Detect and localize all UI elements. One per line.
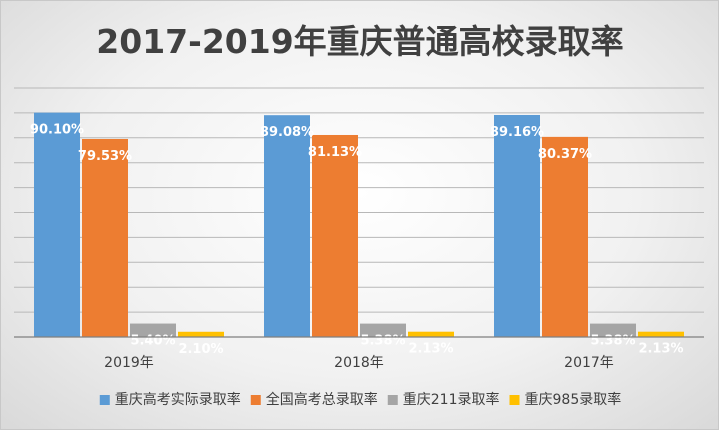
legend-label: 重庆211录取率 [403,391,500,408]
data-label: 5.38% [590,334,635,349]
legend-label: 重庆985录取率 [525,391,622,408]
bar [130,323,176,337]
legend-swatch [99,395,110,405]
legend-item: 重庆高考实际录取率 [99,391,241,408]
data-label: 81.13% [308,145,362,160]
legend-item: 重庆985录取率 [509,391,622,408]
bar [542,136,588,337]
legend-label: 重庆高考实际录取率 [115,391,241,408]
legend-swatch [387,395,398,405]
gridlines [14,87,704,313]
x-tick-label: 2017年 [564,355,614,371]
bar [178,331,224,337]
bar [264,115,310,338]
bar [638,331,684,337]
data-label: 2.10% [178,342,223,357]
bar [408,331,454,337]
legend-item: 全国高考总录取率 [250,391,378,408]
legend-swatch [250,395,261,405]
bars [34,112,684,338]
data-label: 80.37% [538,147,592,162]
bar [360,323,406,337]
data-label: 2.13% [638,342,683,357]
x-axis: 2019年 2018年 2017年 [14,336,704,371]
bar [494,114,540,337]
bar [34,112,80,337]
legend: 重庆高考实际录取率 全国高考总录取率 重庆211录取率 重庆985录取率 [99,391,622,408]
bar [82,138,128,337]
x-tick-label: 2019年 [104,355,154,371]
data-label: 2.13% [408,342,453,357]
data-label: 5.40% [130,334,175,349]
bar [590,323,636,337]
data-label: 89.08% [260,125,314,140]
data-label: 5.38% [360,334,405,349]
data-label: 89.16% [490,125,544,140]
legend-item: 重庆211录取率 [387,391,500,408]
x-tick-label: 2018年 [334,355,384,371]
chart-title: 2017-2019年重庆普通高校录取率 [96,22,623,61]
legend-swatch [509,395,520,405]
bar [312,134,358,337]
data-label: 90.10% [30,123,84,138]
data-label: 79.53% [78,149,132,164]
legend-label: 全国高考总录取率 [266,391,378,408]
